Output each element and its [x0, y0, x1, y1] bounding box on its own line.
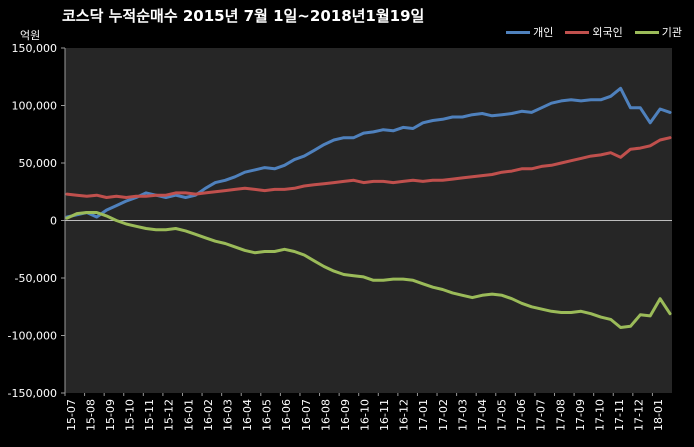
- x-tick-label: 17-04: [476, 399, 489, 431]
- legend-item: 개인: [506, 24, 553, 40]
- legend-swatch: [634, 30, 659, 34]
- legend-item: 외국인: [565, 24, 623, 40]
- y-tick-label: -150,000: [8, 387, 57, 400]
- x-tick-label: 18-01: [652, 399, 665, 431]
- chart-title: 코스닥 누적순매수 2015년 7월 1일~2018년1월19일: [62, 7, 425, 25]
- x-tick-label: 15-12: [163, 399, 176, 431]
- x-tick-label: 17-05: [496, 399, 509, 431]
- x-tick-label: 16-02: [202, 399, 215, 431]
- x-tick-label: 16-09: [339, 399, 352, 431]
- x-tick-label: 17-11: [613, 399, 626, 431]
- series-line-개인: [65, 86, 672, 219]
- y-tick-label: 0: [50, 215, 57, 228]
- x-tick-label: 15-09: [104, 399, 117, 431]
- y-axis-unit: 억원: [20, 29, 41, 42]
- x-tick-label: 17-09: [574, 399, 587, 431]
- legend-label: 외국인: [592, 26, 623, 39]
- x-tick-label: 16-01: [182, 399, 195, 431]
- x-tick-label: 17-08: [554, 399, 567, 431]
- x-tick-label: 16-12: [398, 399, 411, 431]
- x-tick-label: 15-07: [65, 399, 78, 431]
- x-tick-label: 15-10: [124, 399, 137, 431]
- x-tick-label: 16-05: [261, 399, 274, 431]
- x-tick-label: 16-11: [378, 399, 391, 431]
- x-tick-label: 16-08: [319, 399, 332, 431]
- x-tick-label: 16-07: [300, 399, 313, 431]
- x-tick-label: 17-07: [535, 399, 548, 431]
- legend-swatch: [506, 30, 531, 34]
- x-tick-label: 15-11: [143, 399, 156, 431]
- x-tick-label: 16-06: [280, 399, 293, 431]
- x-tick-label: 17-01: [417, 399, 430, 431]
- x-tick-label: 17-02: [437, 399, 450, 431]
- x-tick-label: 16-03: [221, 399, 234, 431]
- y-tick-label: -100,000: [8, 330, 57, 343]
- x-tick-label: 16-04: [241, 399, 254, 431]
- x-tick-label: 17-03: [456, 399, 469, 431]
- x-tick-label: 17-06: [515, 399, 528, 431]
- y-tick-label: -50,000: [15, 272, 57, 285]
- series-line-기관: [65, 211, 672, 329]
- legend-label: 기관: [661, 26, 682, 39]
- y-tick-label: 150,000: [12, 42, 58, 55]
- legend: 개인 외국인 기관: [506, 24, 682, 40]
- series-line-외국인: [65, 136, 672, 199]
- legend-item: 기관: [634, 24, 682, 40]
- y-tick-label: 100,000: [12, 100, 58, 113]
- x-tick-label: 16-10: [359, 399, 372, 431]
- legend-swatch: [565, 30, 590, 34]
- x-tick-label: 17-10: [593, 399, 606, 431]
- x-tick-label: 15-08: [84, 399, 97, 431]
- x-tick-label: 17-12: [633, 399, 646, 431]
- y-tick-label: 50,000: [19, 157, 58, 170]
- legend-label: 개인: [533, 26, 554, 39]
